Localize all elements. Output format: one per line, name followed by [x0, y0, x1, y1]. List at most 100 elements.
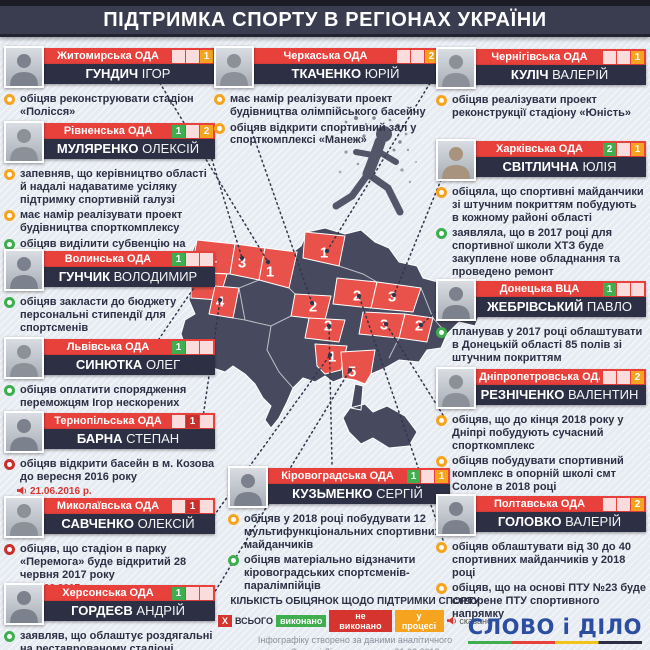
region-name: Рівненська ОДА	[63, 125, 153, 137]
region-name: Черкаська ОДА	[283, 50, 368, 62]
badge-progress: 1	[631, 142, 644, 156]
region-ribbon: Тернопільська ОДА 1	[41, 413, 215, 429]
region-ribbon: Херсонська ОДА 1	[41, 585, 215, 601]
badge-progress: 2	[200, 124, 213, 138]
card-header: Волинська ОДА 1 ГУНЧИК ВОЛОДИМИР	[4, 249, 215, 291]
official-name: БАРНА СТЕПАН	[41, 429, 215, 449]
badge-progress: 2	[631, 497, 644, 511]
badge-progress: 1	[631, 50, 644, 64]
card-mykolaiv: Миколаївська ОДА 1 САВЧЕНКО ОЛЕКСІЙ обіц…	[4, 496, 215, 598]
official-photo	[214, 46, 254, 88]
promise-item: обіцяв, що стадіон в парку «Перемога» бу…	[4, 543, 215, 581]
badge-fail	[411, 49, 424, 63]
official-photo	[228, 466, 268, 508]
region-name: Волинська ОДА	[64, 253, 152, 265]
status-dot	[436, 542, 447, 553]
map-region-count: 4	[216, 294, 225, 311]
promise-badges: 2 1	[603, 142, 644, 156]
promise-item: обіцяв реалізувати проект реконструкції …	[436, 94, 646, 120]
map-region-count: 2	[415, 318, 423, 335]
promise-list: заявляв, що облаштує роздягальні на рест…	[4, 630, 215, 650]
badge-fail: 1	[186, 414, 199, 428]
status-dot	[4, 544, 15, 555]
promise-list: планував у 2017 році облаштувати в Донец…	[436, 326, 646, 364]
official-name: РЕЗНІЧЕНКО ВАЛЕНТИН	[473, 385, 646, 405]
region-ribbon: Донецька ВЦА 1	[473, 281, 646, 297]
promise-badges: 1	[172, 499, 213, 513]
card-cherkasy: Черкаська ОДА 2 ТКАЧЕНКО ЮРІЙ має намір …	[214, 46, 440, 150]
promise-list: обіцяв реконструювати стадіон «Полісся»	[4, 93, 215, 119]
region-ribbon: Черкаська ОДА 2	[251, 48, 440, 64]
region-name: Харківська ОДА	[496, 143, 583, 155]
promise-item: обіцяв відкрити басейн в м. Козова до ве…	[4, 458, 215, 484]
badge-fail	[617, 497, 630, 511]
status-dot	[4, 238, 15, 250]
badge-done: 1	[603, 282, 616, 296]
card-header: Херсонська ОДА 1 ГОРДЕЄВ АНДРІЙ	[4, 583, 215, 625]
region-name: Чернігівська ОДА	[491, 51, 588, 63]
card-header: Черкаська ОДА 2 ТКАЧЕНКО ЮРІЙ	[214, 46, 440, 88]
legend-total-label: ВСЬОГО	[235, 616, 274, 626]
card-header: Донецька ВЦА 1 ЖЕБРІВСЬКИЙ ПАВЛО	[436, 279, 646, 321]
official-photo	[436, 494, 476, 536]
official-name: ГОРДЕЄВ АНДРІЙ	[41, 601, 215, 621]
badge-progress	[200, 252, 213, 266]
promise-item: обіцяв оплатити спорядження переможцям І…	[4, 384, 215, 410]
card-kherson: Херсонська ОДА 1 ГОРДЕЄВ АНДРІЙ заявляв,…	[4, 583, 215, 650]
official-photo	[4, 121, 44, 163]
promise-list: обіцяв, що до кінця 2018 року у Дніпрі п…	[436, 414, 646, 494]
legend-done-chip: виконано	[276, 615, 327, 627]
status-dot	[436, 95, 447, 106]
official-name: СВІТЛИЧНА ЮЛІЯ	[473, 157, 646, 177]
card-header: Чернігівська ОДА 1 КУЛІЧ ВАЛЕРІЙ	[436, 47, 646, 89]
map-region-count: 2	[353, 288, 361, 305]
official-name: ГУНДИЧ ІГОР	[41, 64, 215, 84]
badge-progress	[200, 499, 213, 513]
region-name: Дніпропетровська ОДА	[479, 371, 600, 383]
status-dot	[436, 583, 447, 595]
badge-fail	[617, 282, 630, 296]
official-name: КУЛІЧ ВАЛЕРІЙ	[473, 65, 646, 85]
logo-text: СЛОВО і ДІЛО	[467, 615, 642, 639]
promise-item: обіцяв у 2018 році побудувати 12 мультиф…	[228, 513, 450, 551]
promise-item: обіцяв побудувати спортивний комплекс в …	[436, 455, 646, 493]
map-region-count: 3	[380, 317, 388, 334]
promise-item: обіцяв, що на основі ПТУ №23 буде створе…	[436, 582, 646, 620]
region-ribbon: Львівська ОДА 1	[41, 339, 215, 355]
card-ternopil: Тернопільська ОДА 1 БАРНА СТЕПАН обіцяв …	[4, 411, 215, 500]
status-dot	[436, 228, 447, 240]
promise-badges: 2	[603, 497, 644, 511]
badge-fail	[186, 586, 199, 600]
official-name: ЖЕБРІВСЬКИЙ ПАВЛО	[473, 297, 646, 317]
promise-item: запевняв, що керівництво області й надал…	[4, 168, 215, 206]
badge-fail	[186, 49, 199, 63]
promise-badges: 1	[603, 282, 644, 296]
badge-done: 1	[407, 469, 420, 483]
promise-item: обіцяв реконструювати стадіон «Полісся»	[4, 93, 215, 119]
region-name: Миколаївська ОДА	[56, 500, 160, 512]
card-rivne: Рівненська ОДА 1 2 МУЛЯРЕНКО ОЛЕКСІЙ зап…	[4, 121, 215, 266]
badge-done: 1	[172, 586, 185, 600]
official-name: ТКАЧЕНКО ЮРІЙ	[251, 64, 440, 84]
badge-done	[172, 49, 185, 63]
badge-fail	[617, 370, 630, 384]
region-name: Львівська ОДА	[66, 341, 150, 353]
status-dot	[436, 456, 447, 468]
official-name: СИНЮТКА ОЛЕГ	[41, 355, 215, 375]
badge-fail	[186, 340, 199, 354]
map-region-count: 1	[328, 349, 336, 366]
card-dnipro: Дніпропетровська ОДА 2 РЕЗНІЧЕНКО ВАЛЕНТ…	[436, 367, 646, 497]
status-dot	[4, 631, 15, 642]
region-ribbon: Полтавська ОДА 2	[473, 496, 646, 512]
card-zhytomyr: Житомирська ОДА 1 ГУНДИЧ ІГОР обіцяв рек…	[4, 46, 215, 122]
badge-progress	[631, 282, 644, 296]
legend-said-label: сказано	[459, 616, 492, 626]
badge-done	[603, 370, 616, 384]
card-kirovohrad: Кіровоградська ОДА 1 1 КУЗЬМЕНКО СЕРГІЙ …	[228, 466, 450, 596]
status-dot	[4, 210, 15, 222]
slovoidilo-logo: СЛОВО і ДІЛО	[467, 615, 642, 644]
badge-done	[172, 499, 185, 513]
status-dot	[4, 297, 15, 308]
promise-list: обіцяв у 2018 році побудувати 12 мультиф…	[228, 513, 450, 593]
official-name: ГОЛОВКО ВАЛЕРІЙ	[473, 512, 646, 532]
